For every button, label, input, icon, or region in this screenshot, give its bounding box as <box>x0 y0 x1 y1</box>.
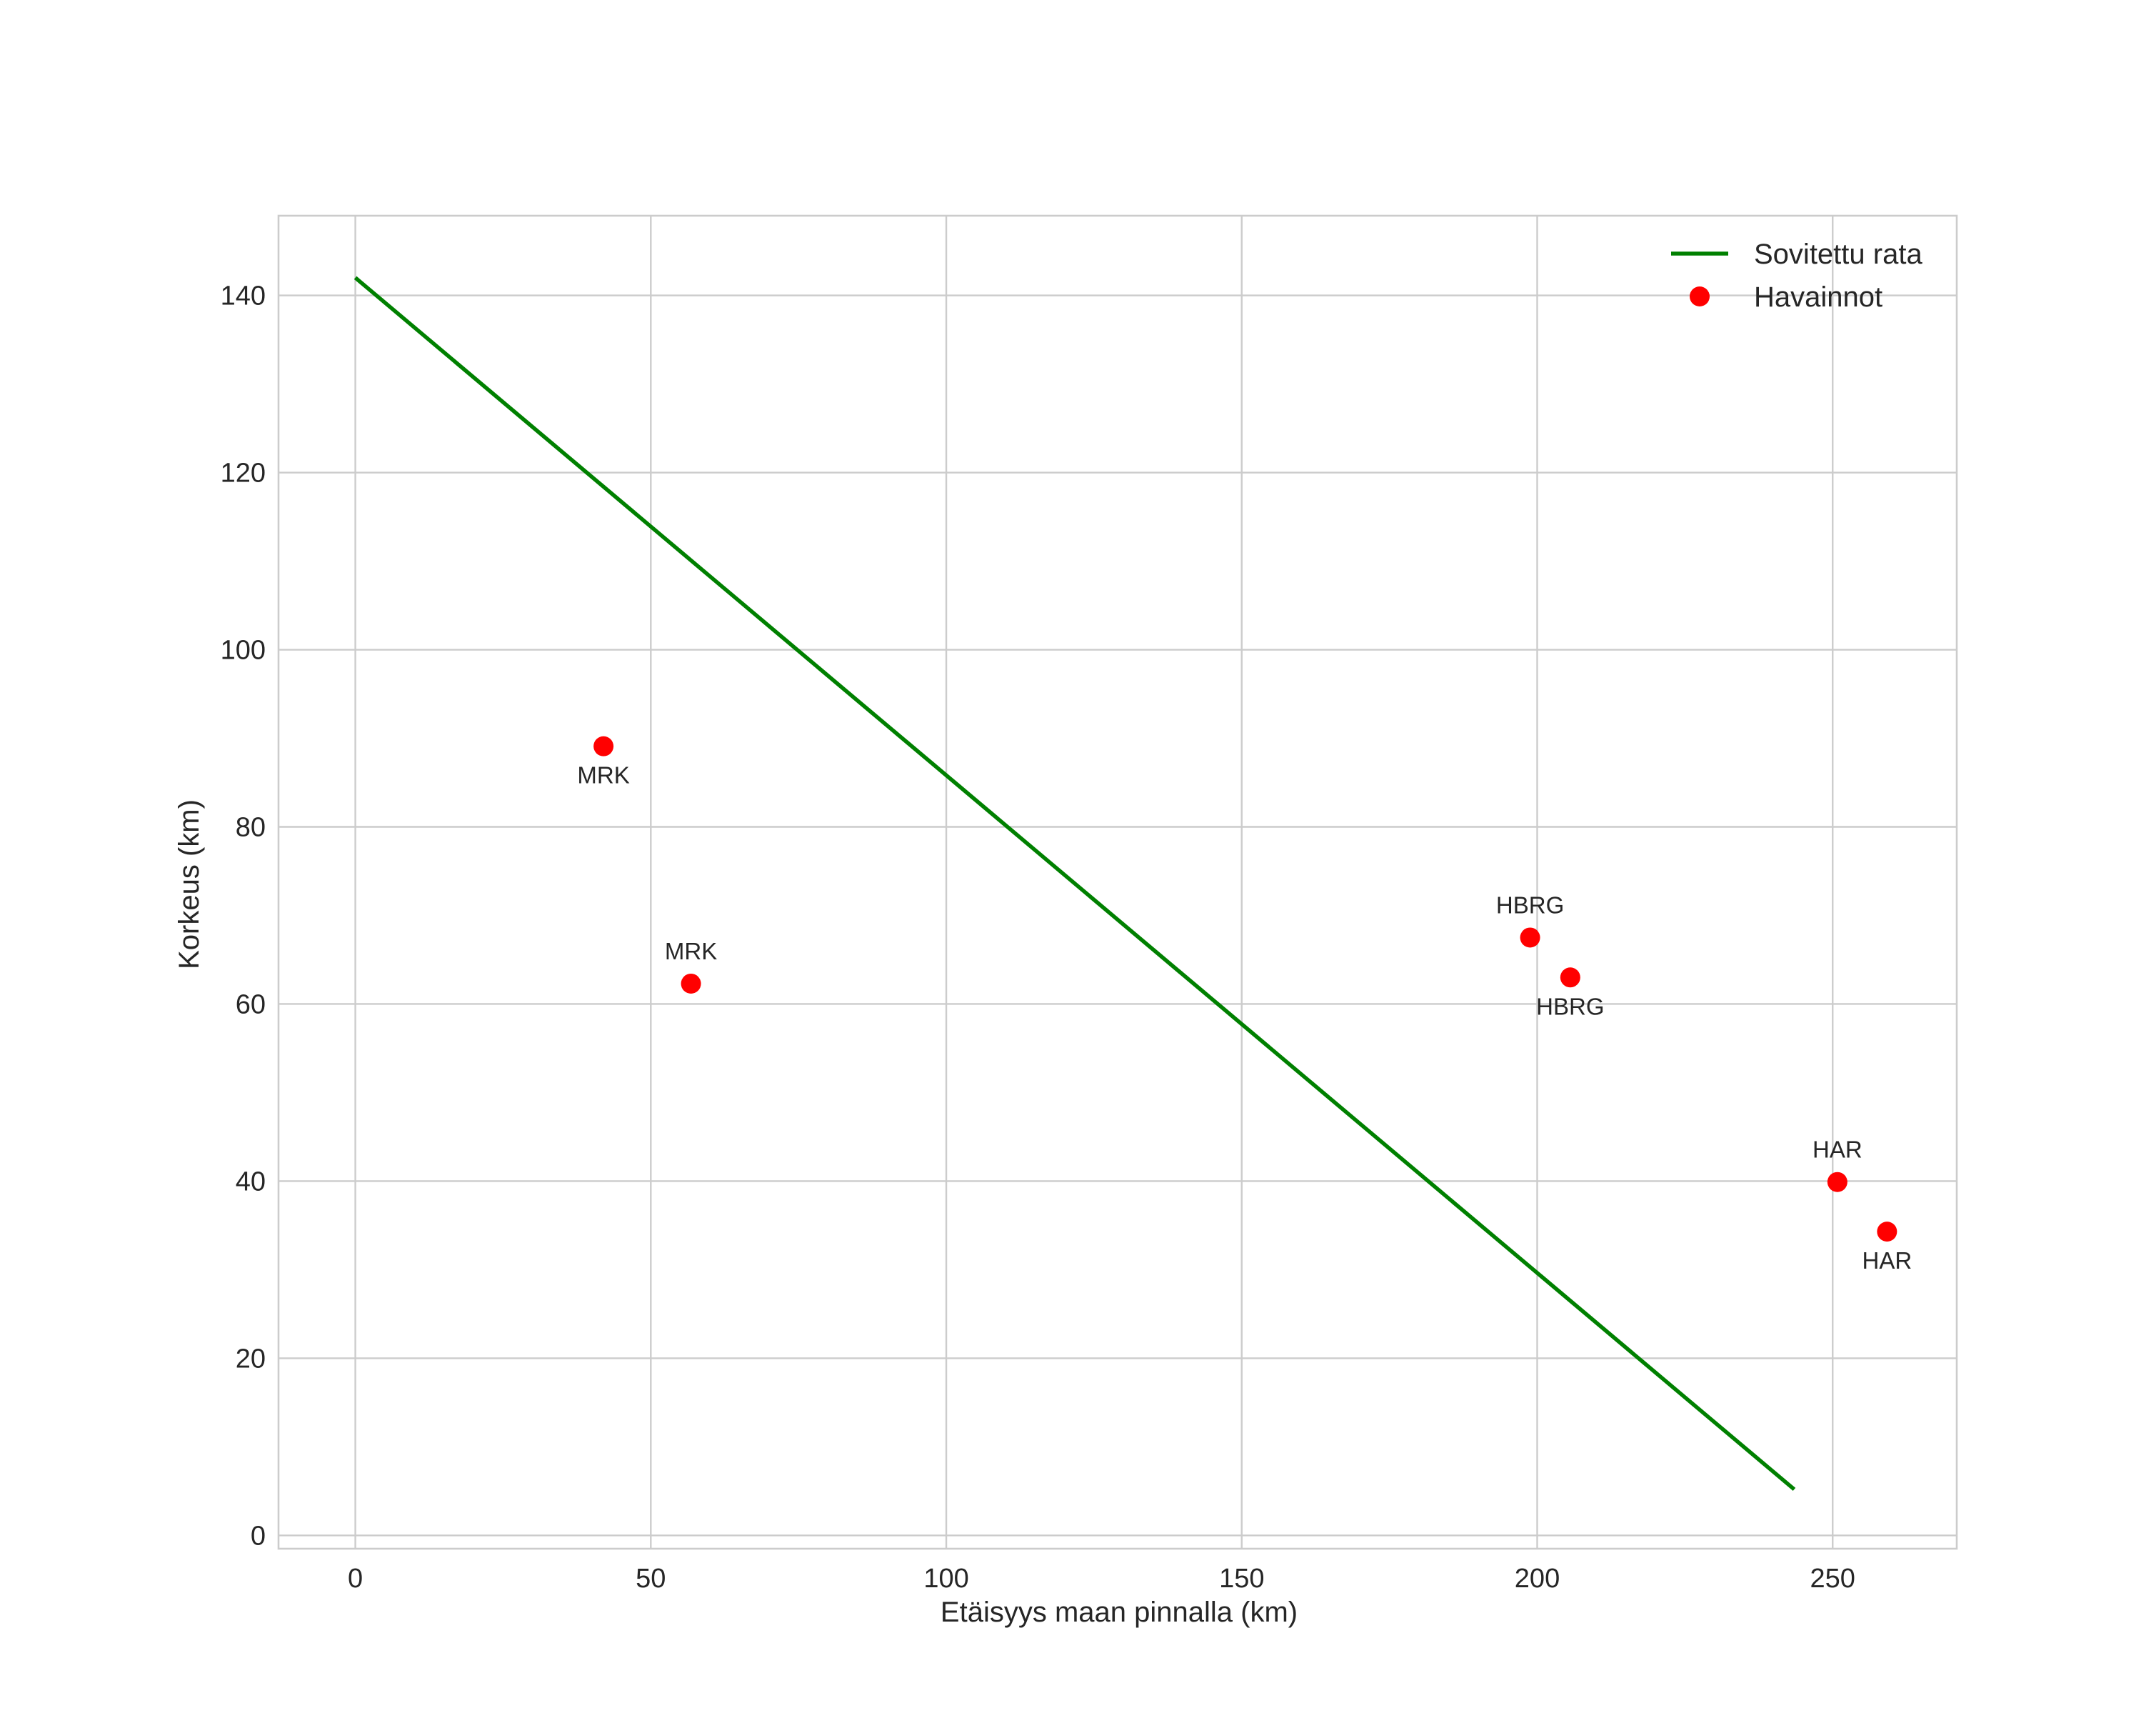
y-tick-label: 40 <box>236 1167 266 1197</box>
y-tick-label: 140 <box>221 281 266 311</box>
observation-point <box>1560 967 1580 988</box>
tick-labels: 0 50 100 150 200 250 0 20 40 60 80 100 120 140 <box>221 281 1855 1594</box>
observation-point <box>681 973 701 994</box>
axes-frame <box>277 214 1958 1550</box>
observation-label: HAR <box>1862 1247 1912 1274</box>
y-axis-label: Korkeus (km) <box>174 799 205 969</box>
fitted-track-line <box>354 276 1796 1492</box>
observation-label: MRK <box>577 762 629 789</box>
observation-point <box>1827 1172 1847 1192</box>
observation-label: HAR <box>1812 1137 1862 1163</box>
observation-label: HBRG <box>1536 993 1604 1019</box>
legend-label-fitted-track: Sovitettu rata <box>1754 239 1922 270</box>
legend-label-observations: Havainnot <box>1754 281 1882 313</box>
y-tick-label: 20 <box>236 1344 266 1374</box>
y-tick-label: 100 <box>221 636 266 666</box>
y-tick-label: 0 <box>251 1521 266 1551</box>
y-tick-label: 60 <box>236 989 266 1019</box>
x-tick-label: 100 <box>923 1564 968 1594</box>
point-labels: MRK MRK HBRG HBRG HAR HAR <box>577 762 1912 1274</box>
y-tick-label: 80 <box>236 813 266 843</box>
x-tick-label: 0 <box>348 1564 363 1594</box>
x-tick-label: 50 <box>636 1564 666 1594</box>
x-tick-label: 200 <box>1515 1564 1560 1594</box>
series <box>354 276 1897 1492</box>
observation-point <box>1520 927 1540 948</box>
observation-point <box>1877 1222 1897 1242</box>
grid <box>279 216 1957 1549</box>
legend-marker-swatch <box>1690 286 1710 306</box>
y-tick-label: 120 <box>221 459 266 489</box>
x-tick-label: 250 <box>1810 1564 1855 1594</box>
x-axis-label: Etäisyys maan pinnalla (km) <box>941 1597 1298 1628</box>
legend: Sovitettu rata Havainnot <box>1671 239 1922 313</box>
observation-label: HBRG <box>1496 892 1564 918</box>
observation-point <box>593 736 614 756</box>
x-tick-label: 150 <box>1219 1564 1264 1594</box>
observation-label: MRK <box>665 938 717 964</box>
